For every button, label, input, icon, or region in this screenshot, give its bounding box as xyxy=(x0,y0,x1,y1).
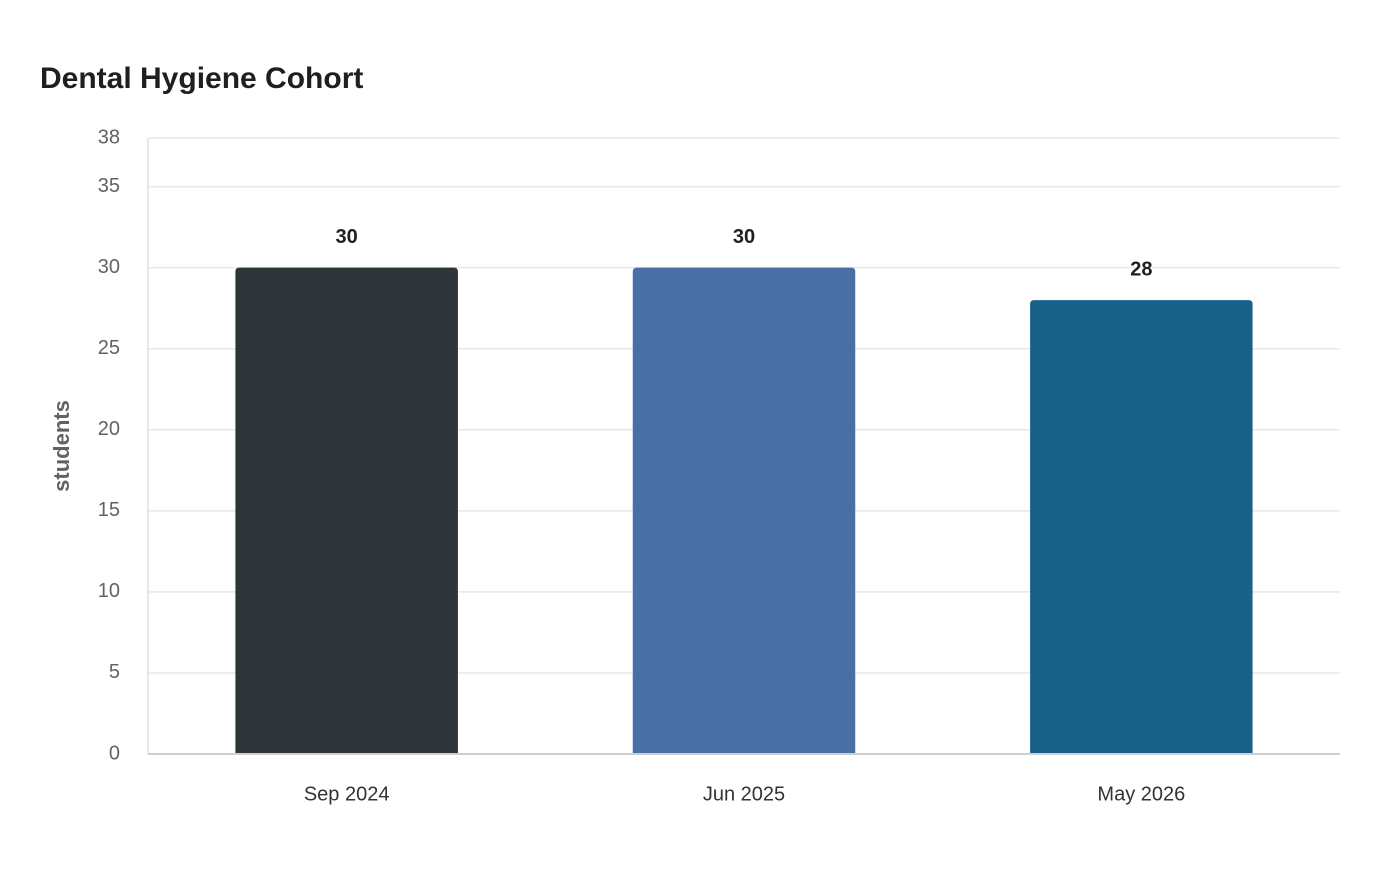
y-tick-label: 5 xyxy=(109,661,120,683)
x-tick-label: May 2026 xyxy=(1097,783,1185,805)
y-axis-label: students xyxy=(49,400,74,492)
y-tick-label: 38 xyxy=(98,126,120,148)
y-tick-label: 35 xyxy=(98,175,120,197)
x-tick-label: Sep 2024 xyxy=(304,783,390,805)
x-tick-label: Jun 2025 xyxy=(703,783,785,805)
y-tick-label: 30 xyxy=(98,256,120,278)
chart-title: Dental Hygiene Cohort xyxy=(40,62,363,95)
y-tick-label: 0 xyxy=(109,742,120,764)
bar xyxy=(235,267,458,754)
y-tick-label: 25 xyxy=(98,337,120,359)
y-tick-label: 20 xyxy=(98,418,120,440)
y-tick-label: 15 xyxy=(98,499,120,521)
data-label: 30 xyxy=(336,226,358,248)
data-label: 30 xyxy=(733,226,755,248)
y-tick-label: 10 xyxy=(98,580,120,602)
bar xyxy=(632,267,856,754)
bar xyxy=(1030,300,1253,754)
data-label: 28 xyxy=(1130,258,1152,280)
